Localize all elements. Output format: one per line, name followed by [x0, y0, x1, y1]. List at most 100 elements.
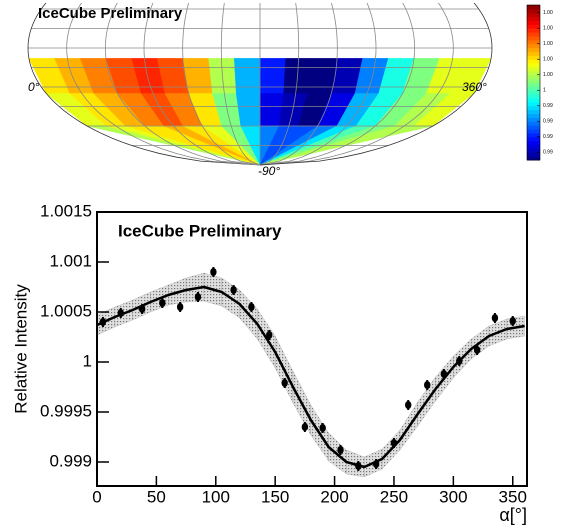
colorbar-step — [527, 98, 540, 103]
fit-line — [96, 285, 525, 469]
x-tick-label: 0 — [92, 487, 101, 506]
colorbar-step — [527, 24, 540, 29]
data-point — [337, 446, 344, 454]
data-point — [405, 401, 412, 409]
colorbar-step — [527, 144, 540, 149]
plot-title: IceCube Preliminary — [118, 221, 282, 240]
colorbar-step — [527, 156, 540, 161]
colorbar-step — [527, 36, 540, 41]
data-point — [194, 293, 202, 301]
colorbar-step — [527, 90, 540, 95]
data-point — [159, 299, 166, 307]
data-point — [266, 331, 273, 339]
colorbar-step — [527, 113, 540, 118]
data-point — [491, 314, 499, 322]
x-tick-label: 300 — [439, 487, 467, 506]
data-point — [99, 318, 107, 326]
map-label-right: 360° — [462, 80, 487, 94]
map-meridian — [259, 3, 377, 166]
colorbar-step — [527, 70, 540, 76]
plot-frame — [96, 211, 528, 487]
colorbar-step — [527, 67, 540, 72]
colorbar-step — [527, 105, 540, 111]
x-tick-label: 200 — [320, 487, 348, 506]
data-point — [117, 309, 124, 317]
colorbar-label: 1.00 — [543, 41, 553, 47]
data-point — [424, 381, 431, 389]
colorbar-label: 1 — [543, 88, 546, 94]
data-point — [473, 346, 481, 354]
colorbar-step — [527, 47, 540, 52]
y-tick-label: 1 — [83, 351, 92, 370]
y-tick-label: 1.001 — [49, 251, 92, 270]
data-point — [176, 303, 184, 311]
colorbar-step — [527, 94, 540, 99]
colorbar-step — [527, 101, 540, 107]
colorbar-label: 0.99 — [543, 150, 553, 156]
colorbar-label: 1.00 — [543, 26, 553, 32]
colorbar-step — [527, 140, 540, 145]
colorbar-label: 1.00 — [543, 10, 553, 16]
colorbar-step — [527, 12, 540, 18]
x-tick-label: 350 — [499, 487, 527, 506]
y-tick-label: 1.0015 — [40, 201, 92, 220]
map-meridian — [259, 3, 300, 166]
map-meridian — [259, 3, 493, 166]
x-tick-label: 50 — [147, 487, 166, 506]
map-meridian — [27, 3, 261, 166]
map-cell — [259, 58, 286, 94]
y-tick-label: 0.999 — [49, 451, 92, 470]
colorbar-step — [527, 125, 540, 130]
colorbar-step — [527, 39, 540, 45]
colorbar-step — [527, 20, 540, 25]
map-meridian — [143, 3, 261, 166]
y-axis-label: Relative Intensity — [11, 284, 30, 414]
x-tick-label: 100 — [202, 487, 230, 506]
colorbar-step — [527, 136, 540, 142]
map-meridian — [104, 3, 261, 166]
colorbar-step — [527, 82, 540, 87]
data-point — [372, 460, 380, 468]
data-point — [230, 286, 237, 294]
map-title: IceCube Preliminary — [38, 5, 183, 22]
y-tick-label: 1.0005 — [40, 301, 92, 320]
data-point — [456, 357, 463, 365]
colorbar-step — [527, 32, 540, 37]
colorbar-step — [527, 78, 540, 83]
map-meridian — [220, 3, 261, 166]
map-label-left: 0° — [28, 80, 40, 94]
colorbar-step — [527, 51, 540, 56]
x-axis-label: α[°] — [499, 505, 527, 525]
map-meridian — [259, 3, 338, 166]
colorbar-step — [527, 43, 540, 49]
data-point — [301, 423, 309, 431]
x-tick-label: 250 — [380, 487, 408, 506]
colorbar-step — [527, 8, 540, 14]
colorbar-step — [527, 132, 540, 138]
colorbar-step — [527, 129, 540, 134]
data-point — [319, 424, 326, 432]
colorbar-step — [527, 5, 540, 10]
data-point — [210, 268, 217, 276]
data-point — [440, 370, 448, 378]
map-cell — [234, 58, 261, 94]
colorbar-label: 0.99 — [543, 103, 553, 109]
data-point — [390, 439, 398, 447]
map-meridian — [259, 3, 416, 166]
colorbar-step — [527, 63, 540, 68]
colorbar-step — [527, 121, 540, 126]
colorbar-step — [527, 28, 540, 33]
data-point — [248, 303, 255, 311]
colorbar-step — [527, 152, 540, 157]
colorbar-step — [527, 109, 540, 114]
x-tick-label: 150 — [261, 487, 289, 506]
map-meridian — [66, 3, 261, 166]
map-label-bottom: -90° — [258, 164, 280, 178]
map-meridian — [182, 3, 261, 166]
data-point — [509, 317, 516, 325]
colorbar-frame — [526, 4, 541, 161]
colorbar-step — [527, 117, 540, 122]
colorbar-label: 1.00 — [543, 72, 553, 78]
data-point — [281, 379, 288, 387]
